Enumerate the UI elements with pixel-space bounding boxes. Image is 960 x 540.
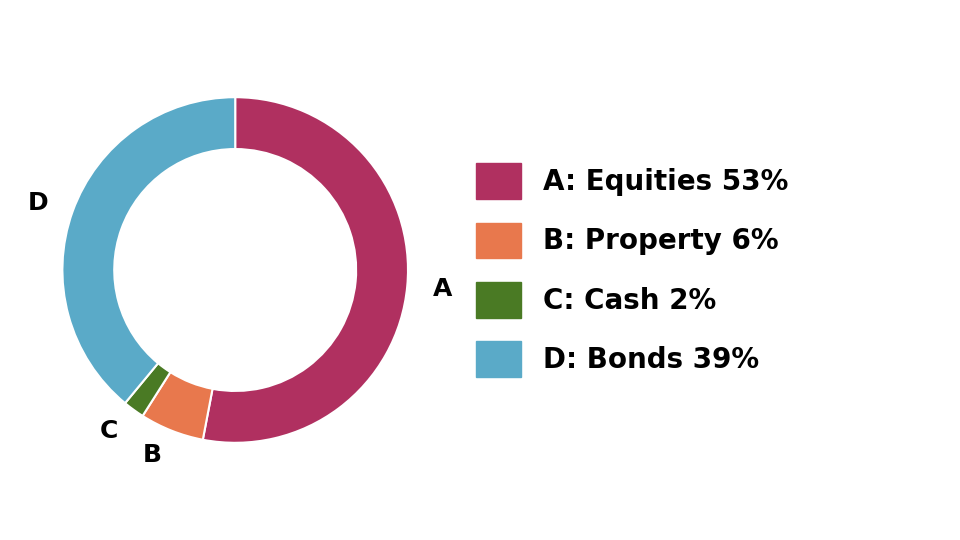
- Wedge shape: [62, 97, 235, 403]
- Text: B: B: [143, 443, 162, 467]
- Text: D: D: [28, 191, 48, 215]
- Wedge shape: [143, 372, 212, 440]
- Wedge shape: [203, 97, 408, 443]
- Legend: A: Equities 53%, B: Property 6%, C: Cash 2%, D: Bonds 39%: A: Equities 53%, B: Property 6%, C: Cash…: [465, 152, 800, 388]
- Wedge shape: [125, 363, 170, 416]
- Text: C: C: [100, 418, 118, 443]
- Text: A: A: [433, 276, 452, 301]
